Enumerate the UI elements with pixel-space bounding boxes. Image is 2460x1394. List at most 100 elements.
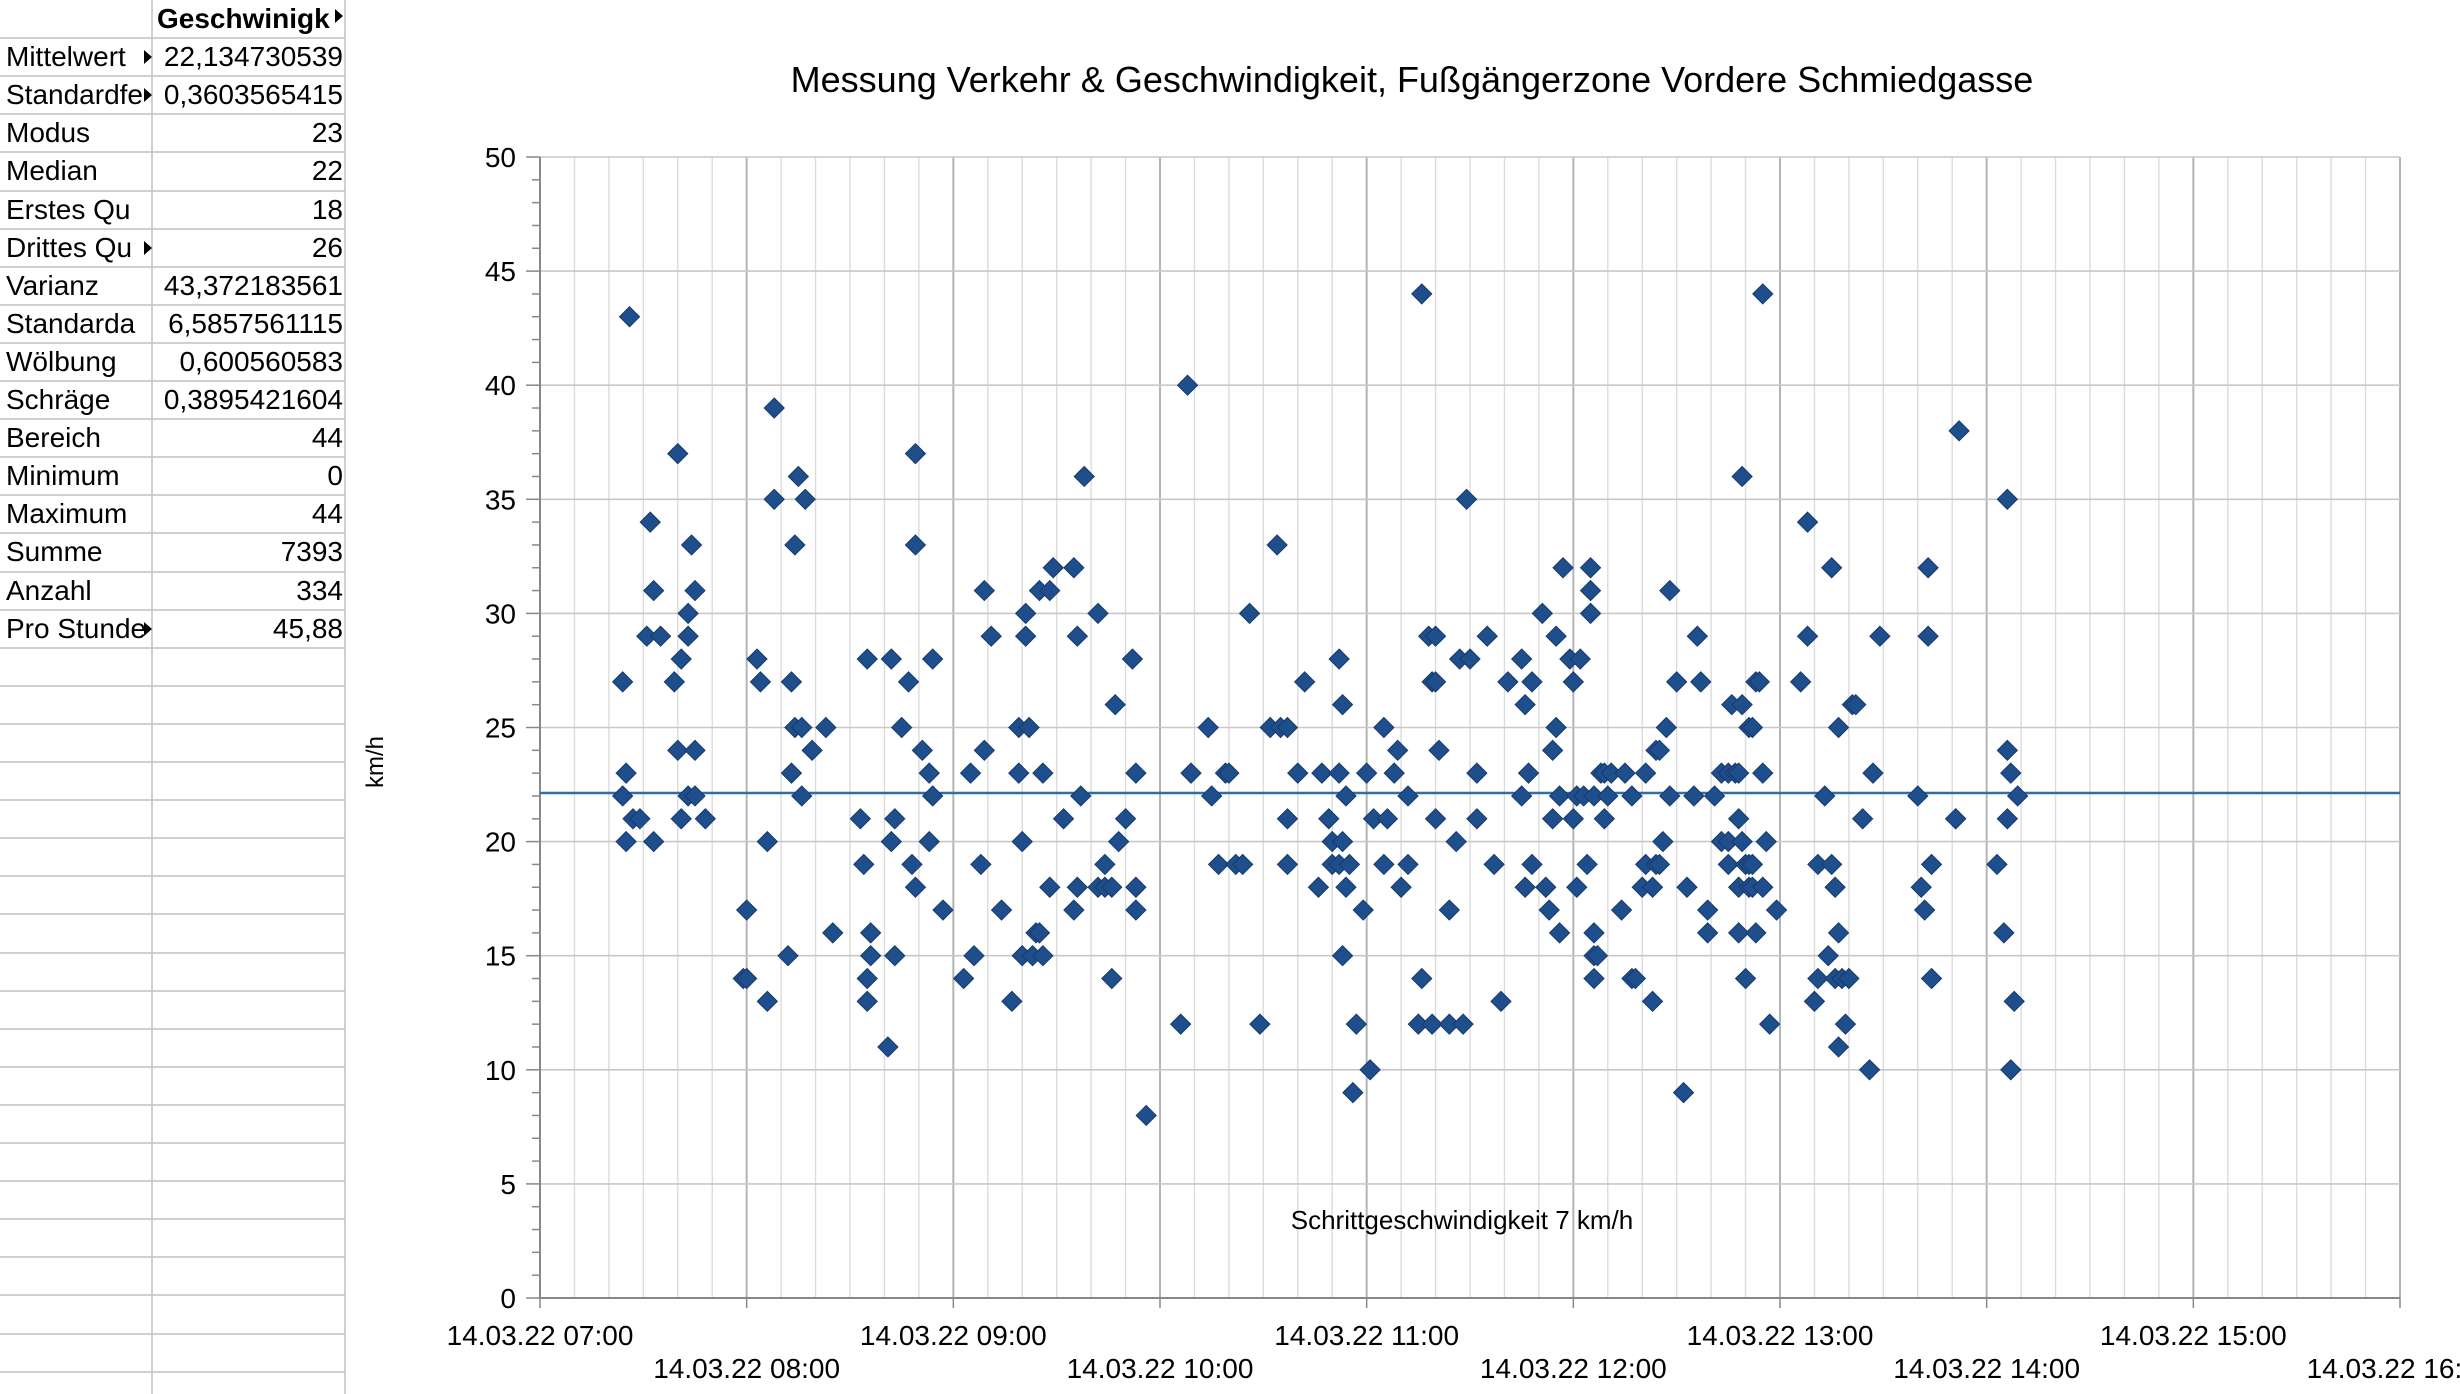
sheet-row-value[interactable]: 44 xyxy=(311,422,343,453)
data-point-diamond xyxy=(677,602,699,625)
sheet-row-value[interactable]: 22,134730539 xyxy=(163,41,343,72)
data-point-diamond xyxy=(1445,830,1467,853)
data-point-diamond xyxy=(1824,876,1846,898)
sheet-row-label[interactable]: Pro Stunde xyxy=(6,613,147,644)
data-point-diamond xyxy=(1028,922,1051,944)
data-point-diamond xyxy=(856,967,878,990)
sheet-row-value[interactable]: 26 xyxy=(311,232,343,263)
data-point-diamond xyxy=(1397,853,1419,876)
y-tick-label: 10 xyxy=(485,1055,516,1086)
data-point-diamond xyxy=(615,762,637,784)
data-point-diamond xyxy=(684,579,706,602)
sheet-row-label[interactable]: Mittelwert xyxy=(6,41,126,72)
data-point-diamond xyxy=(1276,853,1299,876)
data-point-diamond xyxy=(1548,922,1571,944)
data-point-diamond xyxy=(1521,671,1543,693)
data-point-diamond xyxy=(853,853,875,876)
data-point-diamond xyxy=(791,785,813,807)
sheet-row-label[interactable]: Wölbung xyxy=(6,346,117,377)
data-point-diamond xyxy=(1665,671,1688,693)
data-point-diamond xyxy=(1535,876,1557,898)
data-point-diamond xyxy=(787,465,810,488)
data-point-diamond xyxy=(959,762,982,784)
data-point-diamond xyxy=(1287,762,1309,784)
data-point-diamond xyxy=(1125,762,1147,784)
data-point-diamond xyxy=(1497,671,1519,693)
data-point-diamond xyxy=(615,830,637,853)
data-point-diamond xyxy=(1986,853,2008,876)
sheet-row-label[interactable]: Bereich xyxy=(6,422,101,453)
sheet-row-label[interactable]: Drittes Qu xyxy=(6,232,133,263)
data-point-diamond xyxy=(1001,990,1023,1013)
data-point-diamond xyxy=(1386,739,1409,762)
data-point-diamond xyxy=(1569,648,1591,670)
truncation-arrow-icon xyxy=(144,622,152,636)
data-point-diamond xyxy=(1397,785,1419,807)
data-point-diamond xyxy=(859,922,882,944)
data-point-diamond xyxy=(1648,739,1671,762)
data-point-diamond xyxy=(1838,967,1860,990)
data-point-diamond xyxy=(1996,739,2019,762)
data-point-diamond xyxy=(1014,625,1037,647)
data-point-diamond xyxy=(1311,762,1333,784)
sheet-row-value[interactable]: 45,88 xyxy=(272,613,343,644)
data-point-diamond xyxy=(904,876,927,898)
sheet-row-value[interactable]: 334 xyxy=(296,575,343,606)
x-tick-label: 14.03.22 16:00 xyxy=(2307,1353,2460,1384)
sheet-row-label[interactable]: Standardfe xyxy=(6,79,143,110)
data-point-diamond xyxy=(1104,693,1126,716)
y-tick-label: 25 xyxy=(485,713,516,744)
data-point-diamond xyxy=(1996,488,2019,511)
sheet-row-value[interactable]: 0,600560583 xyxy=(179,346,343,377)
data-point-diamond xyxy=(1583,922,1605,944)
data-point-diamond xyxy=(756,830,779,853)
sheet-row-value[interactable]: 6,5857561115 xyxy=(168,308,343,339)
data-point-diamond xyxy=(1717,853,1740,876)
data-point-diamond xyxy=(1424,625,1447,647)
data-point-diamond xyxy=(1087,602,1109,625)
sheet-row-value[interactable]: 7393 xyxy=(280,536,343,567)
sheet-row-label[interactable]: Minimum xyxy=(6,460,120,491)
data-point-diamond xyxy=(1758,1013,1781,1035)
sheet-row-value[interactable]: 43,372183561 xyxy=(163,270,343,301)
data-point-diamond xyxy=(1803,990,1826,1013)
data-point-diamond xyxy=(880,830,903,853)
truncation-arrow-icon xyxy=(144,241,152,255)
sheet-row-value[interactable]: 0 xyxy=(327,460,343,491)
sheet-row-label[interactable]: Modus xyxy=(6,117,91,148)
sheet-row-label[interactable]: Anzahl xyxy=(6,575,92,606)
x-tick-label: 14.03.22 14:00 xyxy=(1893,1353,2080,1384)
x-tick-label: 14.03.22 08:00 xyxy=(653,1353,840,1384)
data-point-diamond xyxy=(1748,671,1771,693)
sheet-row-label[interactable]: Schräge xyxy=(6,384,111,415)
sheet-row-label[interactable]: Summe xyxy=(6,536,103,567)
data-point-diamond xyxy=(1817,944,1839,967)
data-point-diamond xyxy=(1579,579,1602,602)
sheet-row-value[interactable]: 23 xyxy=(311,117,343,148)
sheet-row-value[interactable]: 0,3603565415 xyxy=(163,79,343,110)
data-point-diamond xyxy=(1734,967,1757,990)
x-tick-label: 14.03.22 13:00 xyxy=(1687,1320,1874,1351)
sheet-row-label[interactable]: Maximum xyxy=(6,498,128,529)
sheet-row-label[interactable]: Standarda xyxy=(6,308,136,339)
sheet-row-value[interactable]: 0,3895421604 xyxy=(163,384,343,415)
sheet-row-label[interactable]: Median xyxy=(6,155,98,186)
sheet-row-value[interactable]: 18 xyxy=(311,194,343,225)
data-point-diamond xyxy=(777,944,799,967)
y-tick-label: 0 xyxy=(500,1283,516,1314)
data-point-diamond xyxy=(856,990,878,1013)
sheet-row-value[interactable]: 44 xyxy=(311,498,343,529)
data-point-diamond xyxy=(918,762,940,784)
sheet-row-value[interactable]: 22 xyxy=(311,155,343,186)
data-point-diamond xyxy=(973,739,996,762)
data-point-diamond xyxy=(1352,899,1374,921)
sheet-row-label[interactable]: Erstes Qu xyxy=(6,194,131,225)
column-b-header[interactable]: Geschwinigk xyxy=(157,3,330,34)
data-point-diamond xyxy=(1376,808,1399,830)
data-point-diamond xyxy=(1820,557,1843,579)
data-point-diamond xyxy=(670,648,692,670)
sheet-row-label[interactable]: Varianz xyxy=(6,270,99,301)
data-point-diamond xyxy=(1514,876,1536,898)
